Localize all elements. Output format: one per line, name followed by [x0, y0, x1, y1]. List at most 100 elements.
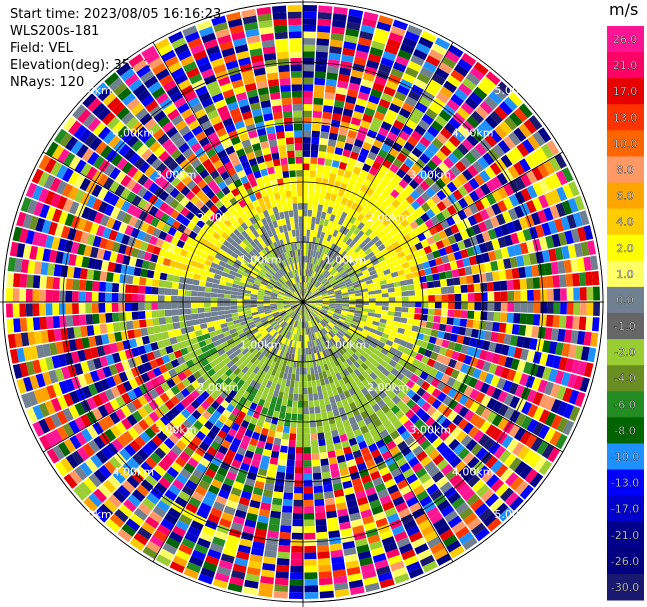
- ppi-gate: [388, 554, 403, 566]
- ppi-gate: [259, 461, 269, 470]
- ppi-gate: [334, 343, 341, 350]
- ppi-gate: [289, 332, 293, 340]
- ppi-gate: [307, 306, 313, 312]
- ppi-gate: [289, 578, 303, 586]
- ppi-gate: [351, 407, 360, 417]
- ppi-gate: [231, 422, 241, 432]
- ppi-gate: [296, 427, 303, 434]
- ppi-gate: [485, 272, 494, 282]
- ppi-gate: [250, 547, 264, 557]
- ppi-gate: [378, 164, 389, 175]
- ppi-gate: [460, 156, 472, 169]
- ppi-gate: [309, 303, 316, 306]
- ppi-gate: [97, 126, 111, 140]
- ppi-gate: [324, 491, 334, 499]
- ppi-gate: [292, 305, 298, 310]
- ppi-gate: [319, 321, 326, 328]
- ppi-gate: [317, 284, 324, 290]
- ppi-gate: [103, 130, 116, 145]
- ppi-gate: [192, 370, 202, 380]
- ppi-gate: [223, 345, 231, 353]
- ppi-gate: [299, 321, 301, 329]
- ppi-gate: [499, 120, 513, 135]
- ppi-gate: [425, 108, 438, 120]
- ppi-gate: [331, 26, 345, 35]
- ppi-gate: [124, 369, 135, 380]
- ppi-gate: [336, 502, 347, 511]
- ppi-gate: [311, 453, 320, 461]
- ppi-gate: [351, 69, 364, 79]
- ppi-gate: [116, 157, 128, 171]
- ppi-gate: [438, 247, 448, 257]
- ppi-gate: [247, 506, 260, 515]
- ppi-gate: [174, 137, 186, 149]
- ppi-gate: [406, 318, 414, 325]
- ppi-gate: [67, 171, 80, 186]
- ppi-gate: [415, 353, 424, 362]
- ppi-gate: [383, 115, 395, 126]
- ppi-gate: [395, 332, 404, 340]
- ppi-gate: [486, 397, 498, 410]
- ppi-gate: [246, 408, 255, 417]
- ppi-gate: [158, 459, 171, 472]
- ppi-gate: [283, 315, 289, 321]
- ppi-gate: [144, 51, 160, 64]
- ppi-gate: [92, 394, 104, 407]
- ppi-gate: [143, 415, 155, 427]
- ppi-gate: [420, 239, 430, 248]
- ppi-gate: [246, 318, 254, 324]
- ppi-gate: [323, 424, 331, 433]
- ppi-gate: [457, 58, 473, 72]
- ppi-gate: [473, 174, 485, 186]
- ppi-gate: [464, 397, 475, 409]
- ppi-gate: [135, 258, 144, 268]
- ppi-gate: [183, 446, 195, 457]
- ppi-gate: [71, 450, 85, 465]
- ppi-gate: [525, 170, 538, 184]
- ppi-gate: [270, 307, 278, 311]
- ppi-gate: [166, 143, 178, 155]
- ppi-gate: [253, 280, 261, 286]
- ppi-gate: [300, 308, 302, 315]
- ppi-gate: [471, 328, 479, 339]
- ppi-gate: [39, 204, 50, 219]
- ppi-gate: [340, 337, 348, 344]
- ppi-gate: [522, 449, 536, 464]
- ppi-gate: [277, 308, 285, 312]
- ppi-gate: [593, 286, 600, 301]
- ppi-gate: [420, 455, 432, 467]
- ppi-gate: [350, 443, 360, 453]
- ppi-gate: [318, 151, 326, 159]
- ppi-gate: [455, 526, 470, 540]
- ppi-gate: [375, 297, 383, 302]
- ppi-gate: [317, 157, 325, 165]
- ppi-gate: [414, 543, 429, 555]
- ppi-gate: [283, 299, 290, 301]
- ppi-gate: [296, 433, 303, 441]
- ppi-gate: [349, 76, 362, 85]
- ppi-gate: [418, 96, 432, 108]
- ppi-gate: [184, 430, 195, 441]
- ppi-gate: [244, 310, 252, 315]
- ppi-gate: [450, 69, 465, 83]
- ppi-gate: [187, 457, 199, 469]
- ppi-gate: [270, 302, 277, 304]
- ppi-gate: [326, 234, 333, 242]
- ppi-gate: [353, 428, 363, 438]
- ppi-gate: [226, 321, 234, 327]
- ppi-gate: [500, 487, 514, 502]
- ppi-gate: [280, 445, 288, 453]
- ppi-gate: [307, 327, 310, 335]
- ppi-gate: [463, 181, 474, 194]
- ppi-gate: [20, 197, 32, 213]
- ppi-gate: [224, 313, 232, 319]
- ppi-gate: [335, 297, 343, 301]
- ppi-gate: [480, 196, 491, 209]
- ppi-gate: [400, 189, 410, 199]
- ppi-gate: [227, 582, 243, 593]
- ppi-gate: [564, 329, 573, 343]
- ppi-gate: [186, 414, 197, 425]
- ppi-gate: [411, 325, 420, 333]
- ppi-gate: [105, 292, 112, 302]
- ppi-gate: [243, 414, 252, 423]
